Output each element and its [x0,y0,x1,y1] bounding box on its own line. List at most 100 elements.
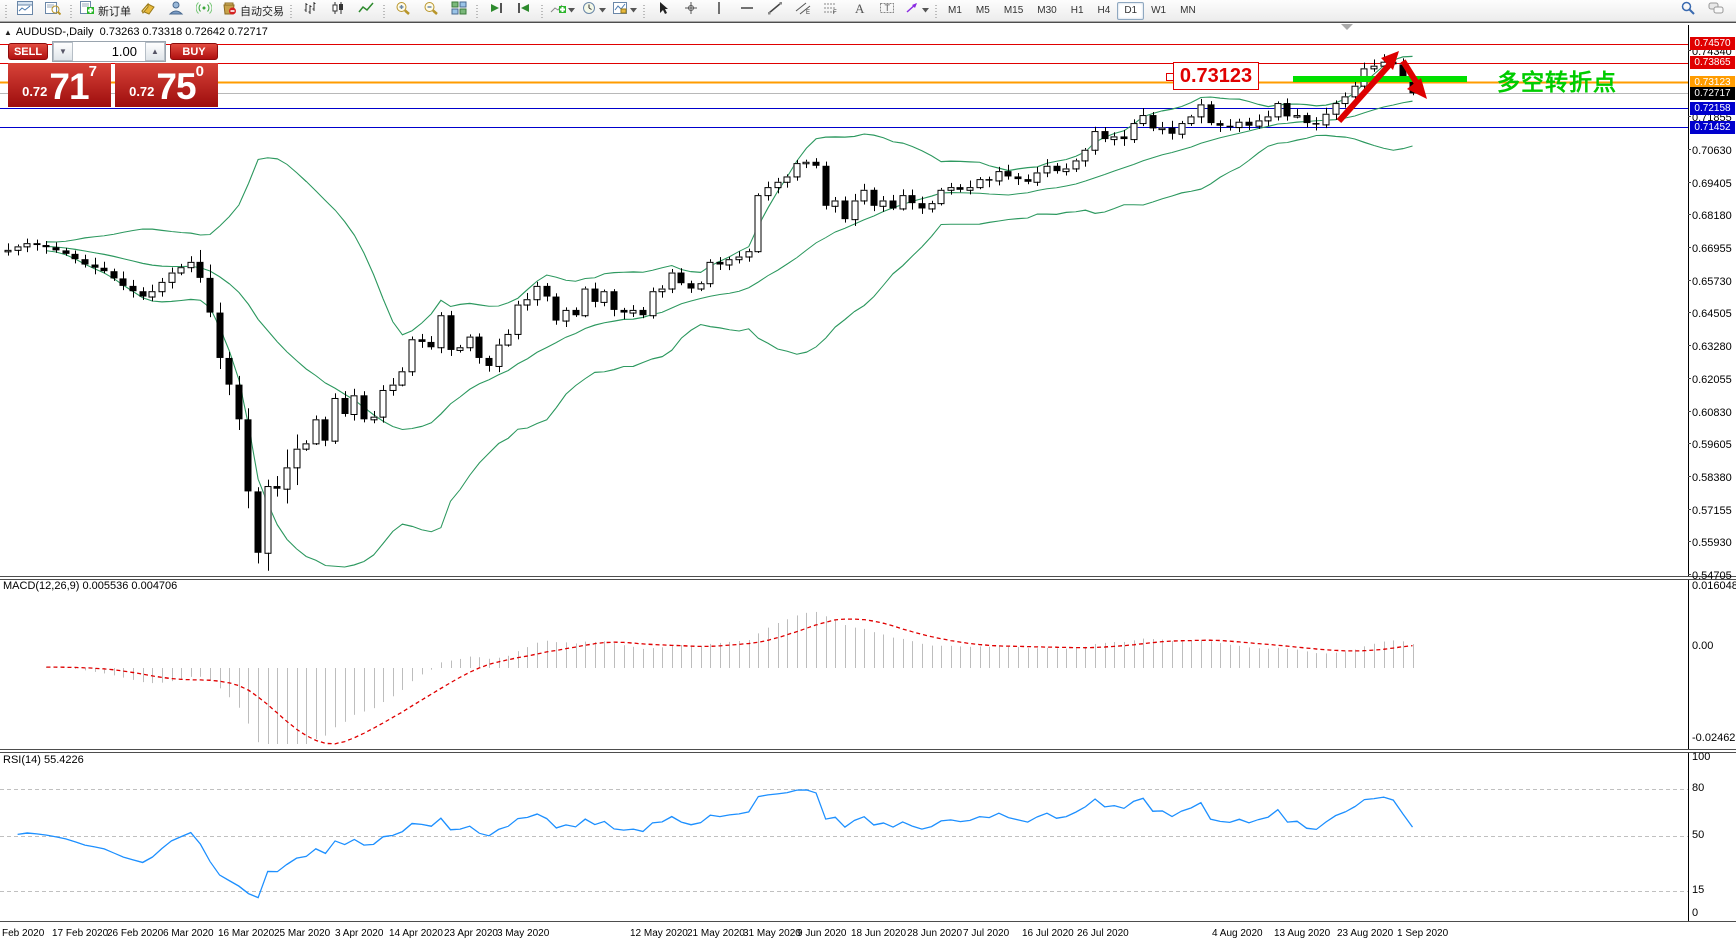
chat-button[interactable] [1702,1,1730,21]
timeframe-w1-button[interactable]: W1 [1151,5,1167,16]
rsi-tick-label: 0 [1692,907,1699,919]
chart-window-icon [17,1,33,20]
date-tick-label: 12 May 2020 [630,928,688,939]
vertical-line-button[interactable] [705,1,733,21]
svg-text:A: A [855,1,865,15]
splitter-marker-icon[interactable] [1341,24,1353,30]
data-window-button[interactable] [39,1,67,21]
price-tag-handle[interactable] [1166,73,1174,81]
periods-icon [581,1,597,20]
price-tick-mark [1688,181,1691,183]
volume-value[interactable]: 1.00 [111,44,137,59]
toolbar-separator [641,2,648,19]
timeframe-h1-button[interactable]: H1 [1070,5,1084,16]
volume-decrease-button[interactable]: ▼ [53,42,73,61]
date-tick-label: 4 Aug 2020 [1212,928,1263,939]
candlestick-button[interactable] [324,1,352,21]
main-chart-canvas[interactable] [0,25,1688,576]
cursor-button[interactable] [649,1,677,21]
ohlc-values: 0.73263 0.73318 0.72642 0.72717 [99,26,268,38]
price-tick-mark [1688,508,1691,510]
auto-scroll-icon [488,1,504,20]
date-tick-label: 1 Sep 2020 [1397,928,1449,939]
crosshair-button[interactable] [677,1,705,21]
price-tick-label: 0.69405 [1692,177,1732,190]
price-tick-mark [1688,377,1691,379]
zoom-in-button[interactable] [389,1,417,21]
toolbar-button-label: 新订单 [98,5,131,18]
rsi-panel-separator[interactable] [0,749,1736,753]
new-order-button[interactable]: 新订单 [76,1,134,21]
search-icon [1680,1,1696,20]
tile-windows-button[interactable] [445,1,473,21]
fibonacci-button[interactable]: F [817,1,845,21]
auto-scroll-button[interactable] [482,1,510,21]
volume-increase-button[interactable]: ▲ [145,42,165,61]
periods-button[interactable] [578,1,609,21]
buy-price-panel[interactable]: 0.72 75 0 [115,63,218,107]
price-tick-label: 0.70630 [1692,144,1732,157]
price-tick-label: 0.55930 [1692,537,1732,550]
dropdown-arrow-icon [922,6,929,15]
arrows-icon [904,1,920,20]
templates-icon [612,1,628,20]
navigator-button[interactable] [162,1,190,21]
macd-panel-separator[interactable] [0,576,1736,580]
price-tick-label: 0.60830 [1692,406,1732,419]
price-badge: 0.71452 [1690,120,1735,134]
buy-price-big: 75 [156,66,196,107]
dropdown-arrow-icon [630,6,637,15]
sell-price-big: 71 [49,66,89,107]
timeframe-m15-button[interactable]: M15 [1003,5,1024,16]
pivot-annotation-text[interactable]: 多空转折点 [1497,69,1617,95]
data-window-icon [45,1,62,20]
trendline-button[interactable] [761,1,789,21]
price-tick-label: 0.54705 [1692,570,1732,582]
timeframe-d1-button[interactable]: D1 [1117,1,1145,20]
green-highlight-bar[interactable] [1293,76,1467,82]
search-button[interactable] [1674,1,1702,21]
bar-chart-button[interactable] [296,1,324,21]
timeframe-m30-button[interactable]: M30 [1037,5,1057,16]
timeframe-h4-button[interactable]: H4 [1097,5,1111,16]
navigator-icon [168,1,184,20]
indicators-button[interactable] [547,1,578,21]
date-tick-label: 3 May 2020 [497,928,550,939]
arrows-button[interactable] [901,1,932,21]
crosshair-icon [683,1,699,20]
price-badge: 0.72158 [1690,101,1735,115]
date-tick-label: 31 May 2020 [743,928,801,939]
templates-button[interactable] [609,1,640,21]
horizontal-line-button[interactable] [733,1,761,21]
timeframe-m1-button[interactable]: M1 [948,5,962,16]
candlestick-icon [330,1,346,20]
text-label-icon: T [879,1,895,20]
channel-button[interactable]: E [789,1,817,21]
text-icon: A [851,1,867,20]
text-label-button[interactable]: T [873,1,901,21]
buy-button[interactable]: BUY [170,43,218,60]
market-watch-button[interactable] [134,1,162,21]
macd-indicator-canvas[interactable] [0,580,1688,747]
date-tick-label: 7 Jul 2020 [963,928,1010,939]
chart-shift-button[interactable] [510,1,538,21]
signals-button[interactable] [190,1,218,21]
auto-trading-button[interactable]: 自动交易 [218,1,287,21]
sell-button[interactable]: SELL [8,43,48,60]
chart-window-button[interactable] [11,1,39,21]
text-button[interactable]: A [845,1,873,21]
line-chart-button[interactable] [352,1,380,21]
sell-price-panel[interactable]: 0.72 71 7 [8,63,111,107]
collapse-triangle-icon[interactable]: ▲ [4,28,12,37]
timeframe-mn-button[interactable]: MN [1180,5,1196,16]
dropdown-arrow-icon [599,6,606,15]
price-tag-label[interactable]: 0.73123 [1173,62,1259,90]
date-tick-label: 17 Feb 2020 [52,928,109,939]
rsi-indicator-canvas[interactable] [0,753,1688,919]
zoom-out-button[interactable] [417,1,445,21]
chart-shift-icon [516,1,532,20]
price-badge: 0.74570 [1690,37,1735,51]
svg-text:T: T [885,3,891,13]
timeframe-m5-button[interactable]: M5 [975,5,990,16]
price-tick-mark [1688,148,1691,150]
